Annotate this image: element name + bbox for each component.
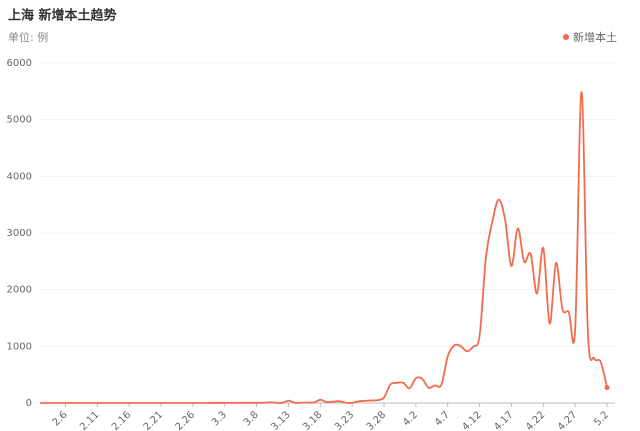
x-tick-label: 4.27	[556, 409, 580, 431]
y-tick-label: 2000	[7, 285, 32, 296]
x-tick-label: 3.13	[269, 409, 293, 431]
x-tick-label: 3.23	[333, 409, 357, 431]
legend-dot	[563, 34, 569, 40]
x-tick-label: 3.3	[210, 409, 229, 428]
y-tick-label: 6000	[7, 58, 32, 69]
y-tick-label: 1000	[7, 341, 32, 352]
y-tick-label: 4000	[7, 171, 32, 182]
x-tick-label: 4.17	[492, 409, 516, 431]
x-tick-label: 5.2	[592, 409, 611, 428]
y-tick-label: 5000	[7, 115, 32, 126]
x-tick-label: 2.11	[78, 409, 102, 431]
legend-label: 新增本土	[573, 30, 617, 44]
data-line	[40, 91, 608, 404]
x-tick-label: 4.22	[524, 409, 548, 431]
x-tick-label: 3.18	[301, 409, 325, 431]
x-tick-label: 4.2	[401, 409, 420, 428]
x-tick-label: 4.12	[460, 409, 484, 431]
chart-title: 上海 新增本土趋势	[8, 8, 117, 24]
chart-subtitle: 单位: 例	[8, 30, 48, 44]
end-point	[604, 384, 610, 390]
x-tick-label: 3.28	[365, 409, 389, 431]
y-tick-label: 3000	[7, 228, 32, 239]
x-tick-label: 2.6	[51, 409, 70, 428]
x-tick-label: 3.8	[242, 409, 261, 428]
x-tick-label: 2.26	[174, 409, 198, 431]
x-tick-label: 4.7	[433, 409, 452, 428]
x-tick-label: 2.16	[110, 409, 134, 431]
x-tick-label: 2.21	[142, 409, 166, 431]
y-tick-label: 0	[26, 398, 32, 409]
